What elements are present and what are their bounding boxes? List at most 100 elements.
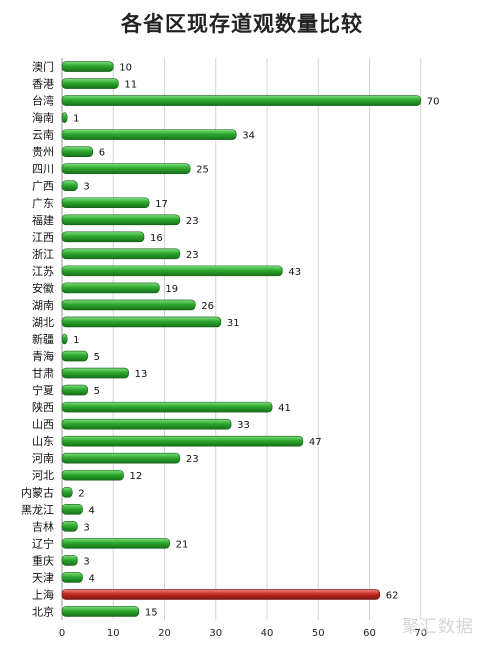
category-label: 黑龙江: [21, 503, 54, 516]
bar: [61, 180, 78, 192]
data-label: 21: [176, 539, 189, 550]
bar: [61, 521, 78, 532]
category-label: 山西: [32, 418, 54, 431]
category-label: 重庆: [32, 553, 54, 567]
bar: [61, 589, 381, 600]
data-label: 23: [186, 250, 199, 261]
category-label: 贵州: [32, 146, 54, 159]
category-label: 内蒙古: [21, 485, 54, 499]
data-label: 62: [386, 590, 399, 601]
data-label: 5: [94, 386, 100, 397]
bar: [61, 572, 83, 583]
x-tick-label: 20: [158, 628, 171, 639]
category-label: 广东: [32, 197, 54, 210]
category-label: 陕西: [32, 400, 54, 414]
data-label: 13: [135, 369, 148, 380]
data-label: 11: [124, 80, 137, 91]
bar: [61, 435, 304, 447]
bar: [61, 350, 88, 362]
bar: [61, 95, 422, 106]
data-label: 10: [119, 63, 132, 74]
category-label: 台湾: [32, 94, 54, 108]
data-label: 12: [130, 471, 143, 482]
data-label: 3: [83, 522, 89, 533]
category-label: 吉林: [32, 519, 54, 533]
bar: [61, 486, 73, 498]
bar: [61, 333, 68, 345]
bar: [61, 282, 160, 294]
bar: [61, 129, 237, 140]
x-tick-label: 0: [59, 628, 65, 639]
category-label: 香港: [32, 78, 54, 91]
x-tick-label: 30: [209, 628, 222, 639]
category-label: 北京: [32, 604, 54, 618]
bar: [61, 367, 129, 379]
category-label: 浙江: [32, 248, 54, 261]
category-label: 河北: [32, 469, 54, 482]
bar: [61, 384, 88, 396]
data-label: 23: [186, 454, 199, 465]
data-label: 43: [288, 267, 301, 278]
data-label: 2: [78, 488, 84, 499]
bar: [61, 214, 181, 226]
bar: [61, 418, 232, 430]
category-label: 天津: [32, 571, 54, 584]
data-label: 3: [83, 556, 89, 567]
data-label: 15: [145, 607, 158, 618]
bar: [61, 504, 83, 515]
data-label: 16: [150, 233, 163, 244]
data-label: 4: [89, 505, 95, 516]
bar: [61, 555, 78, 566]
data-label: 6: [99, 148, 105, 159]
bar: [61, 112, 68, 123]
data-label: 26: [201, 301, 214, 312]
category-label: 甘肃: [32, 367, 54, 380]
x-tick-label: 70: [414, 628, 427, 639]
data-label: 5: [94, 352, 100, 363]
watermark: 聚汇数据: [402, 617, 474, 637]
data-label: 4: [89, 573, 95, 584]
bar: [61, 248, 181, 260]
data-label: 23: [186, 216, 199, 227]
category-label: 新疆: [32, 332, 54, 346]
category-label: 湖北: [32, 316, 54, 329]
category-label: 四川: [32, 163, 54, 176]
bar: [61, 163, 191, 174]
x-tick-label: 10: [107, 628, 120, 639]
data-label: 41: [278, 403, 291, 414]
bar: [61, 231, 145, 243]
bar: [61, 401, 273, 413]
category-label: 福建: [32, 213, 54, 227]
category-label: 安徽: [32, 281, 54, 295]
category-label: 海南: [32, 111, 54, 125]
category-label: 江苏: [32, 265, 54, 278]
category-label: 广西: [32, 180, 54, 193]
bar: [61, 299, 196, 311]
category-label: 山东: [32, 435, 54, 448]
bar: [61, 78, 119, 89]
bar: [61, 197, 150, 209]
data-label: 1: [73, 114, 79, 125]
category-label: 云南: [32, 129, 54, 142]
bar: [61, 469, 124, 481]
data-label: 19: [165, 284, 178, 295]
category-label: 上海: [32, 587, 54, 601]
x-tick-label: 60: [363, 628, 376, 639]
data-label: 33: [237, 420, 250, 431]
chart-title: 各省区现存道观数量比较: [121, 12, 363, 36]
bar: [61, 61, 114, 72]
bar: [61, 606, 140, 617]
data-label: 70: [427, 97, 440, 108]
category-label: 辽宁: [32, 536, 54, 550]
category-label: 澳门: [32, 60, 54, 74]
bar: [61, 316, 222, 328]
data-label: 25: [196, 165, 209, 176]
data-label: 1: [73, 335, 79, 346]
bar: [61, 146, 94, 157]
category-label: 河南: [32, 452, 54, 465]
category-label: 江西: [32, 231, 54, 244]
bar: [61, 452, 181, 464]
data-label: 47: [309, 437, 322, 448]
bar: [61, 538, 170, 549]
